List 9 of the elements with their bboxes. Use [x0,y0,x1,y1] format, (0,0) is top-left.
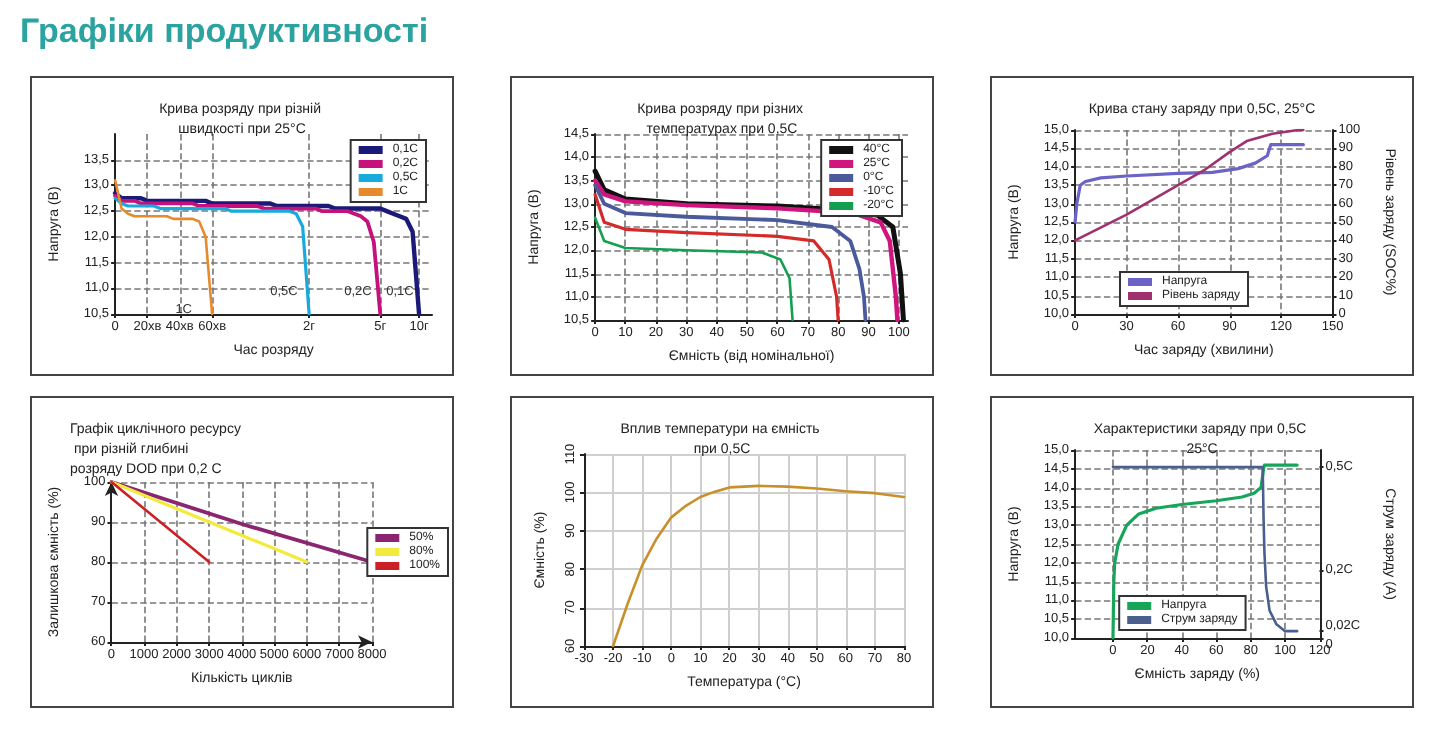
line-series [113,193,383,316]
line-series [593,216,794,322]
line-series [113,196,311,316]
line-series [611,484,906,648]
line-series [593,192,840,322]
line-series [1073,143,1305,224]
line-series [113,178,214,316]
line-series [1073,128,1305,242]
text: Графіки продуктивності [20,12,429,52]
